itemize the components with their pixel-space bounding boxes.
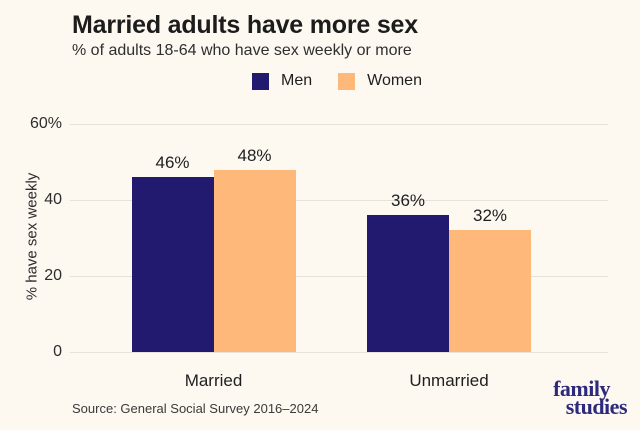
chart-title: Married adults have more sex <box>72 11 418 39</box>
bar-unmarried-men <box>367 215 449 352</box>
legend: Men Women <box>252 72 422 90</box>
family-studies-logo: family studies <box>553 376 628 419</box>
gridline-60 <box>70 123 608 125</box>
logo-word-studies: studies <box>565 394 628 419</box>
women-swatch-icon <box>338 72 356 90</box>
legend-item-men: Men <box>252 72 312 90</box>
legend-item-women: Women <box>338 72 422 90</box>
y-tick-label-40: 40 <box>44 191 62 208</box>
gridline-20 <box>70 275 608 277</box>
y-tick-label-0: 0 <box>53 343 62 360</box>
men-swatch-icon <box>252 72 269 90</box>
value-label-married-women: 48% <box>237 145 272 165</box>
legend-label-men: Men <box>281 72 313 89</box>
bar-married-men <box>131 177 214 352</box>
value-label-unmarried-men: 36% <box>390 191 426 211</box>
bar-married-women <box>213 169 296 352</box>
plot-area: 46% 48% 36% 32% <box>70 123 608 353</box>
gridline-40 <box>70 199 608 201</box>
y-tick-label-20: 20 <box>44 267 62 284</box>
value-label-married-men: 46% <box>155 153 190 173</box>
bar-unmarried-women <box>449 230 531 352</box>
logo-word-family: family <box>553 376 610 401</box>
x-category-label-unmarried: Unmarried <box>409 371 489 390</box>
x-category-label-married: Married <box>184 371 243 390</box>
legend-label-women: Women <box>367 72 422 89</box>
value-label-unmarried-women: 32% <box>472 206 508 226</box>
y-axis-title: % have sex weekly <box>23 172 41 301</box>
y-tick-label-60: 60% <box>29 115 62 132</box>
gridline-0 <box>70 351 608 353</box>
chart-subtitle: % of adults 18-64 who have sex weekly or… <box>72 42 412 59</box>
source-note: Source: General Social Survey 2016–2024 <box>72 401 319 416</box>
